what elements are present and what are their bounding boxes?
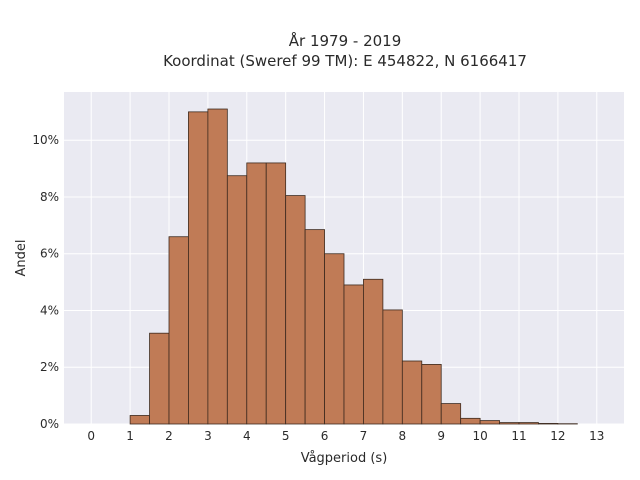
x-axis-label: Vågperiod (s) [301, 451, 388, 466]
bar-20 [479, 420, 500, 425]
bars-group [129, 108, 578, 425]
x-tick-label-11: 11 [511, 429, 526, 443]
bar-10 [285, 195, 306, 425]
bar-6 [207, 108, 228, 425]
bar-18 [440, 403, 462, 425]
x-tick-label-4: 4 [243, 429, 251, 443]
bar-13 [343, 284, 364, 425]
chart-title-line-2: Koordinat (Sweref 99 TM): E 454822, N 61… [163, 52, 527, 70]
bar-21 [499, 422, 520, 425]
bar-14 [363, 278, 384, 425]
y-tick-label-2: 4% [40, 303, 59, 317]
x-tick-label-6: 6 [321, 429, 329, 443]
bar-23 [538, 423, 559, 425]
chart-title-line-1: År 1979 - 2019 [289, 31, 402, 50]
bar-11 [304, 229, 325, 425]
x-tick-label-2: 2 [165, 429, 173, 443]
bar-5 [188, 111, 209, 425]
bar-16 [401, 360, 423, 425]
y-tick-label-0: 0% [40, 417, 59, 431]
bar-19 [460, 417, 481, 425]
bar-8 [246, 162, 267, 425]
y-axis-label: Andel [14, 240, 29, 277]
bar-15 [382, 309, 403, 425]
x-tick-label-13: 13 [589, 429, 604, 443]
x-tick-label-12: 12 [550, 429, 565, 443]
bar-3 [149, 332, 170, 425]
x-tick-label-1: 1 [126, 429, 134, 443]
bar-17 [421, 364, 442, 425]
x-tick-label-3: 3 [204, 429, 212, 443]
y-tick-label-4: 8% [40, 190, 59, 204]
x-tick-label-9: 9 [437, 429, 445, 443]
bar-2 [129, 415, 150, 425]
y-tick-label-5: 10% [32, 133, 59, 147]
y-tick-label-1: 2% [40, 360, 59, 374]
bar-9 [265, 162, 287, 425]
x-tick-label-10: 10 [472, 429, 487, 443]
x-tick-label-8: 8 [399, 429, 407, 443]
bar-7 [226, 175, 248, 425]
bar-22 [518, 422, 539, 425]
x-tick-label-5: 5 [282, 429, 290, 443]
x-tick-labels: 0 1 2 3 4 5 6 7 8 9 10 11 12 13 [87, 429, 604, 443]
bar-12 [324, 253, 345, 425]
y-tick-label-3: 6% [40, 247, 59, 261]
x-tick-label-7: 7 [360, 429, 368, 443]
x-tick-label-0: 0 [87, 429, 95, 443]
y-tick-labels: 0% 2% 4% 6% 8% 10% [32, 133, 59, 431]
bar-4 [168, 236, 189, 425]
